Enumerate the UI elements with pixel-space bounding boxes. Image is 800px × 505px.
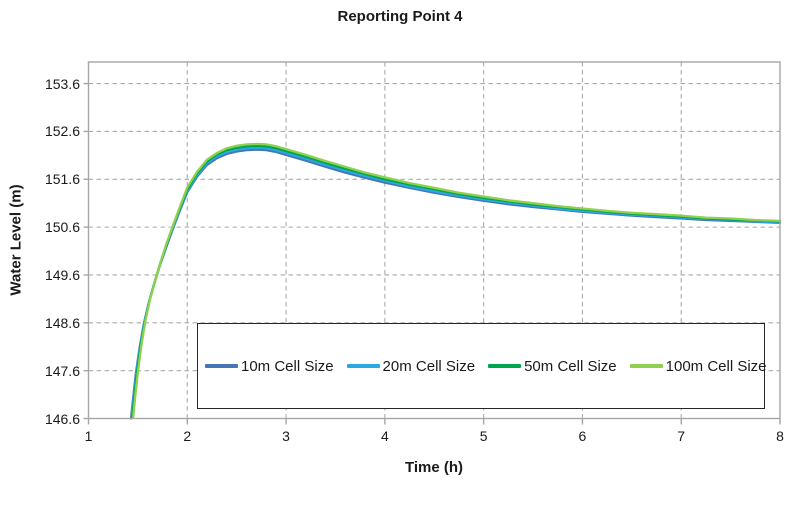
x-axis-title: Time (h)	[404, 459, 464, 476]
legend-label: 100m Cell Size	[665, 357, 767, 375]
x-tick-label: 3	[282, 428, 290, 444]
legend-item-10m-cell-size: 10m Cell Size	[205, 358, 334, 375]
legend-label: 50m Cell Size	[524, 357, 617, 375]
y-tick-label: 151.6	[44, 171, 80, 188]
legend-item-20m-cell-size: 20m Cell Size	[346, 357, 476, 375]
series-line-100m-cell-size	[132, 142, 782, 419]
y-tick-label: 150.6	[44, 219, 80, 236]
y-tick-label: 148.6	[44, 314, 80, 331]
legend-line-swatch	[346, 364, 380, 368]
x-tick-label: 4	[380, 428, 389, 444]
y-tick-label: 146.6	[44, 410, 80, 427]
x-tick-label: 8	[776, 428, 784, 444]
legend-line-swatch	[488, 364, 522, 368]
x-tick-label: 1	[84, 428, 93, 444]
legend-label: 10m Cell Size	[241, 357, 334, 375]
x-tick-label: 5	[479, 428, 488, 444]
x-tick-label: 2	[183, 428, 192, 444]
y-tick-label: 147.6	[44, 362, 80, 379]
legend: 10m Cell Size 20m Cell Size 50m Cell Size 1…	[197, 323, 767, 409]
chart-title: Reporting Point 4	[337, 8, 463, 25]
legend-line-swatch	[629, 364, 663, 368]
y-tick-label: 149.6	[44, 266, 80, 283]
y-tick-label: 152.6	[44, 123, 80, 140]
legend-item-50m-cell-size: 50m Cell Size	[488, 358, 617, 375]
x-tick-label: 6	[578, 428, 587, 444]
legend-label: 20m Cell Size	[382, 357, 476, 375]
legend-line-swatch	[205, 364, 238, 368]
plot-border	[87, 61, 781, 420]
x-tick-label: 7	[677, 428, 686, 444]
legend-item-100m-cell-size: 100m Cell Size	[629, 357, 767, 375]
y-tick-label: 153.6	[44, 75, 80, 92]
